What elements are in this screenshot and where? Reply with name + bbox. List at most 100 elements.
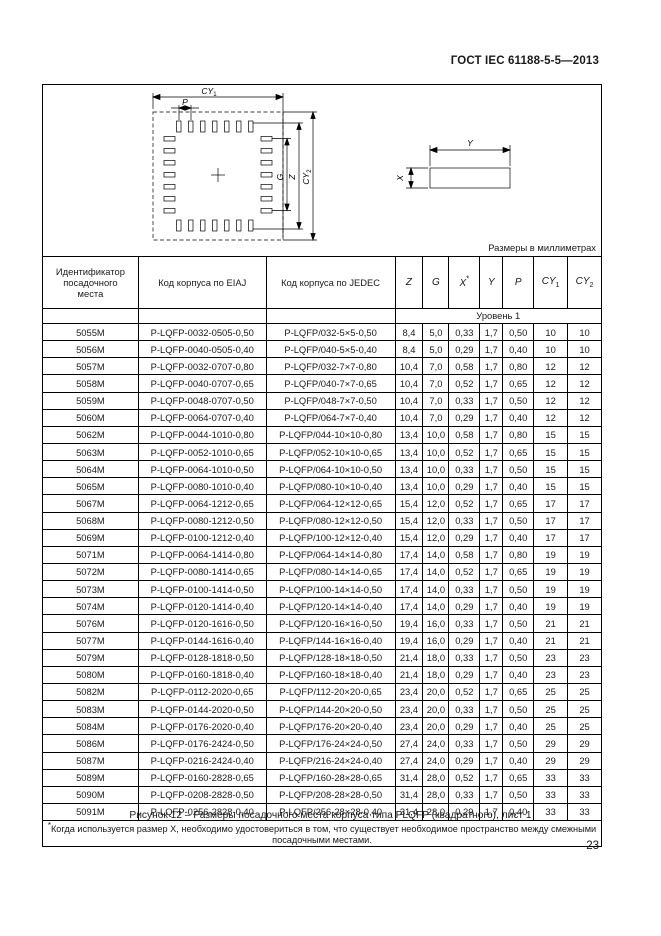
cell-cy1: 23 [533, 648, 569, 667]
cell-cy1: 29 [533, 751, 569, 770]
cell-g: 7,0 [422, 408, 450, 427]
table-row: 5062M P-LQFP-0044-1010-0,80 P-LQFP/044-10×… [42, 425, 602, 444]
cell-y: 1,7 [479, 460, 504, 479]
cell-p: 0,65 [502, 494, 535, 513]
dimension-label-x: X [395, 175, 405, 182]
cell-p: 0,50 [502, 614, 535, 633]
level-label-cell: Уровень 1 [394, 308, 602, 324]
cell-eiaj: P-LQFP-0032-0505-0,50 [137, 322, 267, 342]
cell-cy2: 23 [567, 648, 602, 667]
cell-id: 5055M [42, 322, 139, 342]
cell-jedec: P-LQFP/208-28×28-0,50 [265, 785, 396, 804]
dimension-label-p: P [182, 97, 188, 107]
cell-id: 5065M [42, 477, 139, 496]
cell-cy1: 12 [533, 408, 569, 427]
cell-x: 0,33 [448, 648, 481, 667]
cell-p: 0,40 [502, 408, 535, 427]
cell-g: 28,0 [422, 785, 450, 804]
cell-z: 15,4 [394, 494, 424, 513]
table-row: 5056M P-LQFP-0040-0505-0,40 P-LQFP/040-5×5… [42, 340, 602, 359]
figure-drawing-frame: CY1 P G Z CY2 [42, 84, 602, 256]
cell-x: 0,29 [448, 597, 481, 616]
cell-z: 10,4 [394, 391, 424, 410]
cell-jedec: P-LQFP/160-28×28-0,65 [265, 768, 396, 787]
cell-id: 5087M [42, 751, 139, 770]
cell-cy2: 29 [567, 751, 602, 770]
table-row: 5057M P-LQFP-0032-0707-0,80 P-LQFP/032-7×7… [42, 357, 602, 376]
cell-cy2: 23 [567, 665, 602, 684]
cell-id: 5086M [42, 734, 139, 753]
pad-dimension-drawing: Y X [388, 127, 548, 232]
cell-jedec: P-LQFP/216-24×24-0,40 [265, 751, 396, 770]
cell-cy1: 12 [533, 374, 569, 393]
cell-cy2: 19 [567, 545, 602, 564]
cell-cy1: 10 [533, 340, 569, 359]
cell-id: 5079M [42, 648, 139, 667]
table-row: 5055M P-LQFP-0032-0505-0,50 P-LQFP/032-5×5… [42, 322, 602, 342]
table-row: 5064M P-LQFP-0064-1010-0,50 P-LQFP/064-10×… [42, 460, 602, 479]
table-row: 5084M P-LQFP-0176-2020-0,40 P-LQFP/176-20×… [42, 717, 602, 736]
cell-eiaj: P-LQFP-0044-1010-0,80 [137, 425, 267, 444]
cell-y: 1,7 [479, 802, 504, 822]
cell-p: 0,50 [502, 734, 535, 753]
cell-jedec: P-LQFP/064-14×14-0,80 [265, 545, 396, 564]
cell-cy2: 33 [567, 768, 602, 787]
cell-x: 0,29 [448, 408, 481, 427]
cell-z: 31,4 [394, 802, 424, 822]
cell-jedec: P-LQFP/120-16×16-0,50 [265, 614, 396, 633]
cell-z: 13,4 [394, 442, 424, 462]
cell-jedec: P-LQFP/032-7×7-0,80 [265, 357, 396, 376]
table-row: 5089M P-LQFP-0160-2828-0,65 P-LQFP/160-28×… [42, 768, 602, 787]
cell-z: 17,4 [394, 597, 424, 616]
cell-g: 10,0 [422, 460, 450, 479]
cell-g: 14,0 [422, 545, 450, 564]
dimension-label-y: Y [467, 138, 474, 148]
units-note: Размеры в миллиметрах [488, 242, 596, 253]
cell-eiaj: P-LQFP-0064-1212-0,65 [137, 494, 267, 513]
cell-z: 31,4 [394, 785, 424, 804]
cell-jedec: P-LQFP/120-14×14-0,40 [265, 597, 396, 616]
cell-cy2: 15 [567, 477, 602, 496]
cell-x: 0,33 [448, 785, 481, 804]
cell-id: 5059M [42, 391, 139, 410]
cell-y: 1,7 [479, 580, 504, 599]
cell-p: 0,50 [502, 322, 535, 342]
cell-jedec: P-LQFP/160-18×18-0,40 [265, 665, 396, 684]
cell-cy1: 25 [533, 717, 569, 736]
footnote-marker: * [47, 821, 51, 831]
column-header-identifier: Идентификатор посадочного места [42, 256, 139, 309]
cell-cy2: 25 [567, 700, 602, 719]
cell-eiaj: P-LQFP-0144-1616-0,40 [137, 631, 267, 650]
table-row: 5060M P-LQFP-0064-0707-0,40 P-LQFP/064-7×7… [42, 408, 602, 427]
cell-p: 0,50 [502, 785, 535, 804]
cell-z: 13,4 [394, 425, 424, 444]
cell-g: 14,0 [422, 562, 450, 582]
cell-eiaj: P-LQFP-0064-1010-0,50 [137, 460, 267, 479]
cell-cy1: 19 [533, 562, 569, 582]
cell-jedec: P-LQFP/052-10×10-0,65 [265, 442, 396, 462]
cell-y: 1,7 [479, 357, 504, 376]
cell-z: 23,4 [394, 682, 424, 702]
cell-eiaj: P-LQFP-0112-2020-0,65 [137, 682, 267, 702]
cell-id: 5089M [42, 768, 139, 787]
cell-g: 24,0 [422, 751, 450, 770]
cell-p: 0,80 [502, 425, 535, 444]
cell-jedec: P-LQFP/112-20×20-0,65 [265, 682, 396, 702]
cell-eiaj: P-LQFP-0256-2828-0,40 [137, 802, 267, 822]
cell-cy2: 19 [567, 597, 602, 616]
cell-g: 16,0 [422, 614, 450, 633]
level-group-row: Уровень 1 [42, 308, 602, 324]
cell-id: 5080M [42, 665, 139, 684]
cell-jedec: P-LQFP/032-5×5-0,50 [265, 322, 396, 342]
cell-y: 1,7 [479, 528, 504, 547]
cell-x: 0,52 [448, 442, 481, 462]
cell-p: 0,50 [502, 511, 535, 530]
cell-y: 1,7 [479, 768, 504, 787]
cell-g: 20,0 [422, 700, 450, 719]
table-row: 5082M P-LQFP-0112-2020-0,65 P-LQFP/112-20×… [42, 682, 602, 702]
cell-z: 13,4 [394, 460, 424, 479]
cell-cy2: 12 [567, 408, 602, 427]
cell-eiaj: P-LQFP-0128-1818-0,50 [137, 648, 267, 667]
cell-cy2: 21 [567, 614, 602, 633]
cell-p: 0,65 [502, 682, 535, 702]
